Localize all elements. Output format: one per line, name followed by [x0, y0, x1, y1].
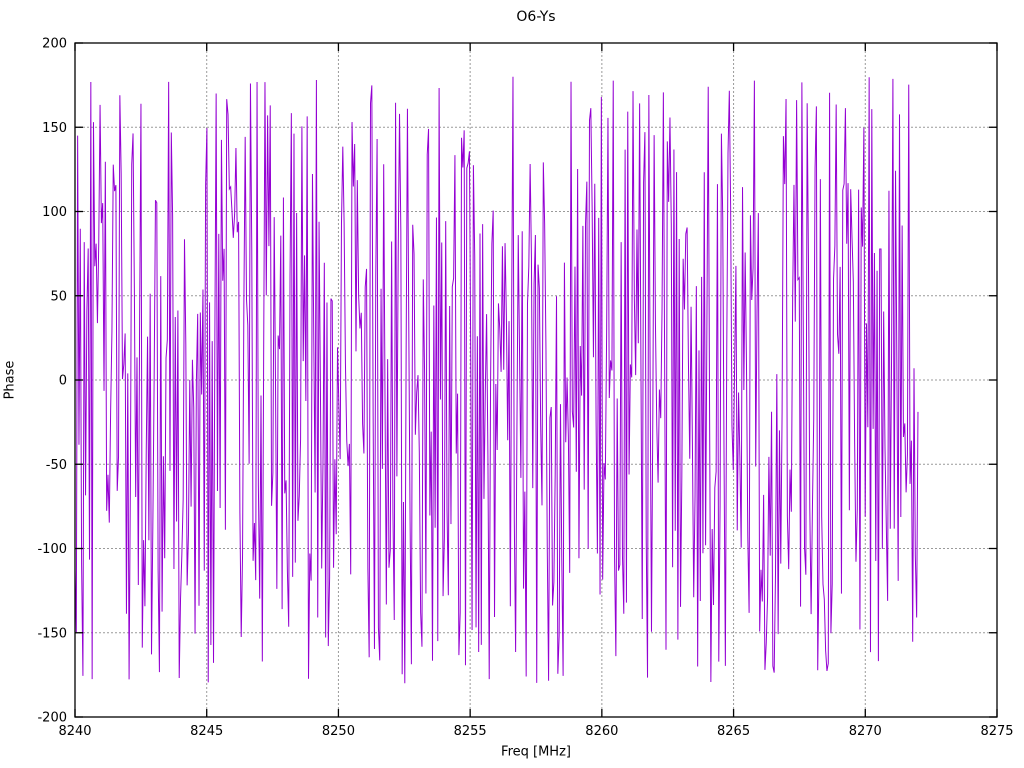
x-tick-label: 8260 [585, 724, 618, 739]
x-tick-label: 8265 [717, 724, 750, 739]
x-tick-label: 8250 [322, 724, 355, 739]
y-tick-label: -150 [37, 626, 67, 641]
x-axis-label: Freq [MHz] [501, 744, 571, 760]
y-tick-label: 200 [42, 37, 67, 52]
x-tick-label: 8240 [58, 724, 91, 739]
x-tick-label: 8255 [454, 724, 487, 739]
chart-title: O6-Ys [516, 9, 556, 25]
y-tick-label: 0 [59, 374, 67, 389]
y-tick-label: 50 [50, 289, 67, 304]
y-axis-label: Phase [2, 360, 18, 400]
y-tick-label: 100 [42, 205, 67, 220]
y-tick-label: -50 [46, 458, 67, 473]
y-tick-label: -200 [37, 711, 67, 726]
x-tick-label: 8270 [849, 724, 882, 739]
y-tick-label: -100 [37, 542, 67, 557]
y-tick-label: 150 [42, 121, 67, 136]
x-tick-label: 8245 [190, 724, 223, 739]
x-tick-label: 8275 [980, 724, 1013, 739]
series-O6-Ys [74, 76, 919, 684]
